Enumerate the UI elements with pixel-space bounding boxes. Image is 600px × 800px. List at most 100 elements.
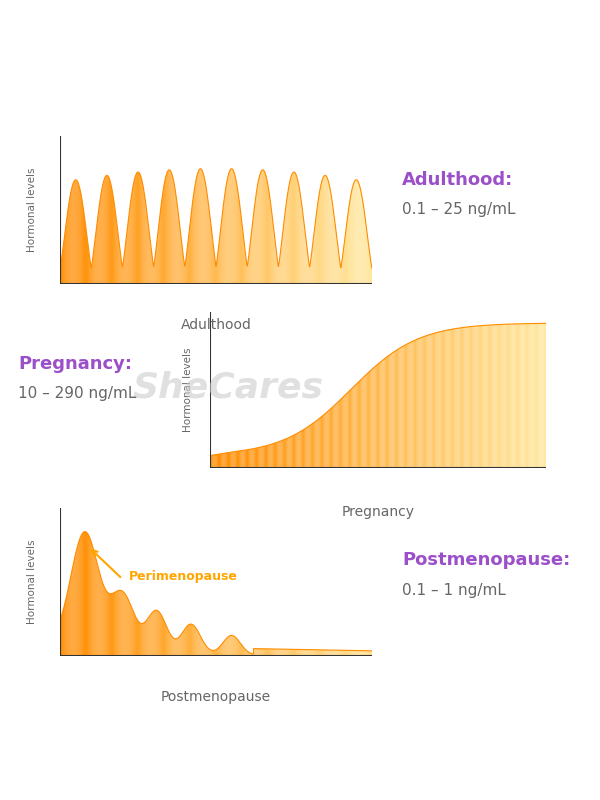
Polygon shape <box>264 170 265 284</box>
Polygon shape <box>214 650 215 656</box>
Polygon shape <box>84 213 85 284</box>
Polygon shape <box>115 591 116 656</box>
Polygon shape <box>128 601 130 656</box>
Polygon shape <box>220 223 221 284</box>
Polygon shape <box>527 324 528 468</box>
Polygon shape <box>214 251 215 284</box>
Polygon shape <box>319 418 320 468</box>
Polygon shape <box>350 389 351 468</box>
Polygon shape <box>414 340 415 468</box>
Polygon shape <box>108 176 109 284</box>
Polygon shape <box>269 192 270 284</box>
Polygon shape <box>226 638 227 656</box>
Polygon shape <box>77 180 78 284</box>
Polygon shape <box>281 441 282 468</box>
Polygon shape <box>264 649 265 656</box>
Polygon shape <box>509 324 510 468</box>
Polygon shape <box>232 169 233 284</box>
Polygon shape <box>523 324 524 468</box>
Polygon shape <box>339 650 340 656</box>
Polygon shape <box>236 638 237 656</box>
Polygon shape <box>139 622 140 656</box>
Polygon shape <box>284 208 286 284</box>
Polygon shape <box>307 426 308 468</box>
Polygon shape <box>181 234 182 284</box>
Polygon shape <box>343 246 344 284</box>
Polygon shape <box>209 649 210 656</box>
Polygon shape <box>290 650 291 656</box>
Polygon shape <box>355 385 356 468</box>
Polygon shape <box>391 353 392 468</box>
Polygon shape <box>287 438 289 468</box>
Polygon shape <box>107 175 108 284</box>
Polygon shape <box>496 325 497 468</box>
Polygon shape <box>347 650 348 656</box>
Polygon shape <box>97 211 98 284</box>
Polygon shape <box>538 323 539 468</box>
Polygon shape <box>535 323 536 468</box>
Polygon shape <box>239 198 240 284</box>
Polygon shape <box>212 650 213 656</box>
Polygon shape <box>104 178 105 284</box>
Polygon shape <box>339 400 340 468</box>
Polygon shape <box>532 323 533 468</box>
Polygon shape <box>251 449 253 468</box>
Polygon shape <box>229 171 230 284</box>
Polygon shape <box>310 261 311 284</box>
Polygon shape <box>148 225 149 284</box>
Polygon shape <box>275 243 277 284</box>
Polygon shape <box>317 650 318 656</box>
Polygon shape <box>86 229 87 284</box>
Polygon shape <box>135 174 136 284</box>
Polygon shape <box>339 254 340 284</box>
Polygon shape <box>240 206 241 284</box>
Polygon shape <box>236 179 237 284</box>
Polygon shape <box>338 650 339 656</box>
Polygon shape <box>248 450 249 468</box>
Polygon shape <box>251 224 253 284</box>
Polygon shape <box>134 178 135 284</box>
Polygon shape <box>238 190 239 284</box>
Polygon shape <box>331 197 332 284</box>
Polygon shape <box>142 182 143 284</box>
Text: Hormonal levels: Hormonal levels <box>183 348 193 432</box>
Polygon shape <box>131 194 132 284</box>
Polygon shape <box>355 180 356 284</box>
Polygon shape <box>302 209 304 284</box>
Polygon shape <box>270 649 271 656</box>
Polygon shape <box>221 214 222 284</box>
Polygon shape <box>62 247 63 284</box>
Polygon shape <box>301 201 302 284</box>
Polygon shape <box>288 650 289 656</box>
Polygon shape <box>373 368 374 468</box>
Polygon shape <box>113 195 114 284</box>
Polygon shape <box>301 430 302 468</box>
Polygon shape <box>343 650 344 656</box>
Polygon shape <box>239 451 240 468</box>
Polygon shape <box>89 254 90 284</box>
Polygon shape <box>191 206 192 284</box>
Polygon shape <box>259 649 260 656</box>
Polygon shape <box>216 649 217 656</box>
Polygon shape <box>215 650 216 656</box>
Polygon shape <box>268 186 269 284</box>
Text: Ranges of Normal: Ranges of Normal <box>125 23 475 58</box>
Polygon shape <box>161 614 162 656</box>
Polygon shape <box>79 539 80 656</box>
Polygon shape <box>335 650 337 656</box>
Polygon shape <box>335 403 337 468</box>
Polygon shape <box>251 654 253 656</box>
Polygon shape <box>321 416 322 468</box>
Polygon shape <box>91 542 92 656</box>
Polygon shape <box>240 450 241 468</box>
Polygon shape <box>192 624 193 656</box>
Polygon shape <box>284 439 285 468</box>
Polygon shape <box>246 650 247 656</box>
Polygon shape <box>208 648 209 656</box>
Polygon shape <box>167 628 168 656</box>
Polygon shape <box>323 414 324 468</box>
Polygon shape <box>275 649 277 656</box>
Polygon shape <box>283 225 284 284</box>
Polygon shape <box>318 195 319 284</box>
Polygon shape <box>262 170 263 284</box>
